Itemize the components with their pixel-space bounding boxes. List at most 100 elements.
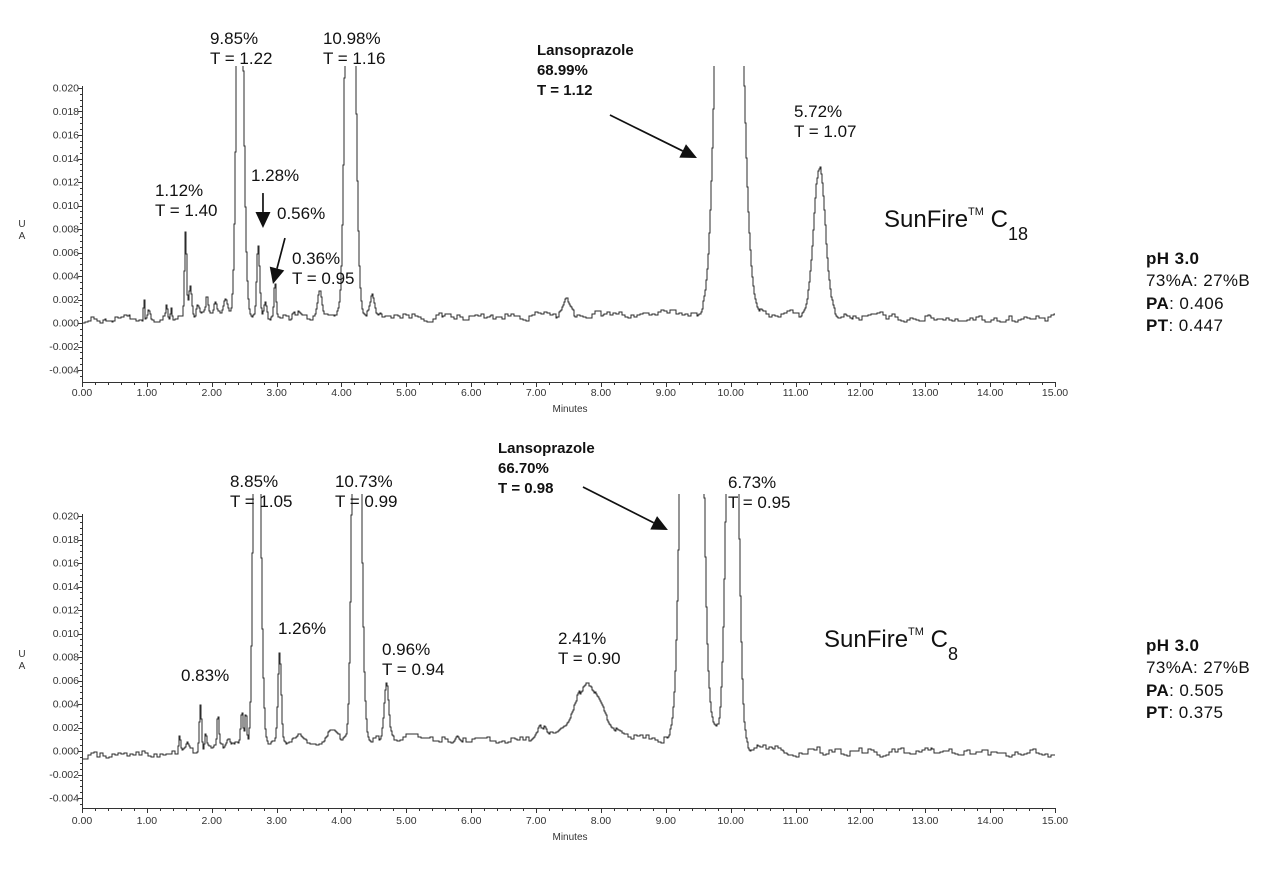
peak-label-line: 9.85% — [209, 29, 259, 48]
peak-label-line: T = 1.22 — [209, 49, 273, 68]
y-axis-label: U A — [16, 219, 28, 243]
y-tick-label: 0.018 — [53, 106, 79, 118]
title-phase: C — [930, 626, 948, 653]
peak-label-line: 10.98% — [322, 29, 381, 48]
y-tick-label: 0.002 — [53, 722, 79, 734]
condition-pt: PT: 0.447 — [1146, 315, 1250, 337]
peak-label-line: Lansoprazole — [497, 440, 595, 458]
peak-label-line: T = 0.98 — [497, 480, 554, 498]
x-tick-label: 9.00 — [656, 387, 677, 399]
peak-label-line: T = 1.07 — [793, 121, 857, 141]
y-tick-label: 0.020 — [53, 511, 79, 523]
peak-label-line: 1.12% — [154, 180, 204, 200]
x-tick-label: 13.00 — [912, 815, 938, 827]
x-tick-label: 7.00 — [526, 815, 547, 827]
y-tick-label: 0.014 — [53, 581, 79, 593]
arrow-shaft — [582, 486, 655, 524]
peak-label: Lansoprazole 66.70% T = 0.98 — [498, 439, 595, 499]
y-tick-label: 0.000 — [53, 746, 79, 758]
arrow-head-icon — [269, 266, 285, 284]
peak-label-line: 2.41% — [557, 629, 607, 649]
x-tick-label: 1.00 — [137, 815, 158, 827]
y-axis-label-line: U — [18, 649, 26, 660]
y-axis-label: U A — [16, 649, 28, 673]
arrow-head-icon — [255, 211, 271, 228]
title-phase-subscript: 8 — [947, 644, 958, 664]
condition-mobile-phase: 73%A: 27%B — [1146, 657, 1250, 679]
y-tick-label: 0.018 — [53, 534, 79, 546]
x-tick-label: 5.00 — [396, 387, 417, 399]
peak-label-line: T = 0.95 — [727, 492, 791, 512]
y-tick-label: -0.002 — [49, 341, 79, 353]
peak-label: 0.36% T = 0.95 — [292, 249, 355, 289]
peak-label: 0.83% — [181, 666, 229, 686]
title-phase-subscript: 18 — [1007, 224, 1028, 244]
x-tick-label: 3.00 — [266, 387, 287, 399]
arrow-head-icon — [650, 516, 668, 530]
column-title-c18: SunFireTM C18 — [884, 206, 1028, 244]
x-tick-label: 0.00 — [72, 815, 93, 827]
condition-ph: pH 3.0 — [1146, 248, 1250, 270]
x-tick-label: 14.00 — [977, 815, 1003, 827]
peak-label-line: T = 1.05 — [229, 492, 293, 512]
condition-value: 73%A: 27%B — [1146, 271, 1251, 291]
x-tick-label: 13.00 — [912, 387, 938, 399]
condition-pa: PA: 0.406 — [1146, 293, 1250, 315]
y-tick-label: -0.004 — [49, 793, 79, 805]
y-tick-label: 0.020 — [53, 83, 79, 95]
peak-label: 2.41% T = 0.90 — [558, 629, 621, 669]
x-tick-label: 15.00 — [1042, 387, 1068, 399]
y-tick-label: 0.000 — [53, 318, 79, 330]
condition-key: PA — [1146, 680, 1170, 700]
peak-label-line: 6.73% — [727, 472, 777, 492]
annotation-arrow — [582, 486, 668, 530]
chromatogram-trace — [82, 66, 1055, 324]
condition-key: pH 3.0 — [1146, 636, 1200, 655]
y-tick-label: 0.006 — [53, 675, 79, 687]
condition-pa: PA: 0.505 — [1146, 680, 1250, 702]
x-tick-label: 2.00 — [202, 387, 223, 399]
condition-ph: pH 3.0 — [1146, 635, 1250, 657]
condition-value: : 0.406 — [1169, 293, 1224, 313]
title-phase: C — [990, 206, 1008, 233]
peak-label-line: 0.56% — [276, 203, 326, 223]
peak-label: 0.96% T = 0.94 — [382, 640, 445, 680]
x-tick-label: 11.00 — [783, 815, 809, 827]
x-tick-label: 8.00 — [591, 815, 612, 827]
x-tick-label: 12.00 — [847, 815, 873, 827]
peak-label-line: 0.36% — [291, 248, 341, 268]
method-conditions: pH 3.0 73%A: 27%B PA: 0.406 PT: 0.447 — [1146, 248, 1250, 338]
peak-label-line: T = 0.94 — [382, 659, 445, 679]
x-axis-label: Minutes — [552, 832, 588, 843]
x-tick-label: 6.00 — [461, 815, 482, 827]
annotation-arrow — [269, 237, 286, 284]
x-tick-label: 5.00 — [396, 815, 417, 827]
y-tick-label: 0.012 — [53, 605, 79, 617]
condition-key: PT — [1146, 703, 1169, 723]
peak-label: 1.28% — [251, 166, 299, 186]
chromatogram-trace — [82, 494, 1055, 760]
y-tick-label: 0.004 — [53, 271, 79, 283]
peak-label: 6.73% T = 0.95 — [728, 473, 791, 513]
condition-value: : 0.447 — [1168, 316, 1224, 336]
annotation-arrow — [255, 193, 271, 228]
x-tick-label: 4.00 — [331, 387, 352, 399]
peak-label-line: 68.99% — [536, 62, 588, 79]
x-tick-label: 3.00 — [266, 815, 287, 827]
column-title-c8: SunFireTM C8 — [824, 626, 958, 664]
peak-label: 10.98% T = 1.16 — [323, 29, 386, 69]
condition-key: PT — [1146, 316, 1169, 336]
x-tick-label: 14.00 — [977, 387, 1003, 399]
peak-label-line: T = 0.95 — [291, 268, 355, 288]
condition-key: PA — [1146, 293, 1170, 313]
y-tick-label: 0.016 — [53, 130, 79, 142]
peak-label-line: Lansoprazole — [536, 42, 634, 59]
y-tick-label: 0.012 — [53, 177, 79, 189]
condition-value: : 0.505 — [1169, 680, 1224, 700]
x-tick-label: 9.00 — [656, 815, 677, 827]
y-axis-label-line: A — [18, 661, 26, 672]
y-tick-label: 0.008 — [53, 224, 79, 236]
arrow-shaft — [609, 114, 684, 152]
